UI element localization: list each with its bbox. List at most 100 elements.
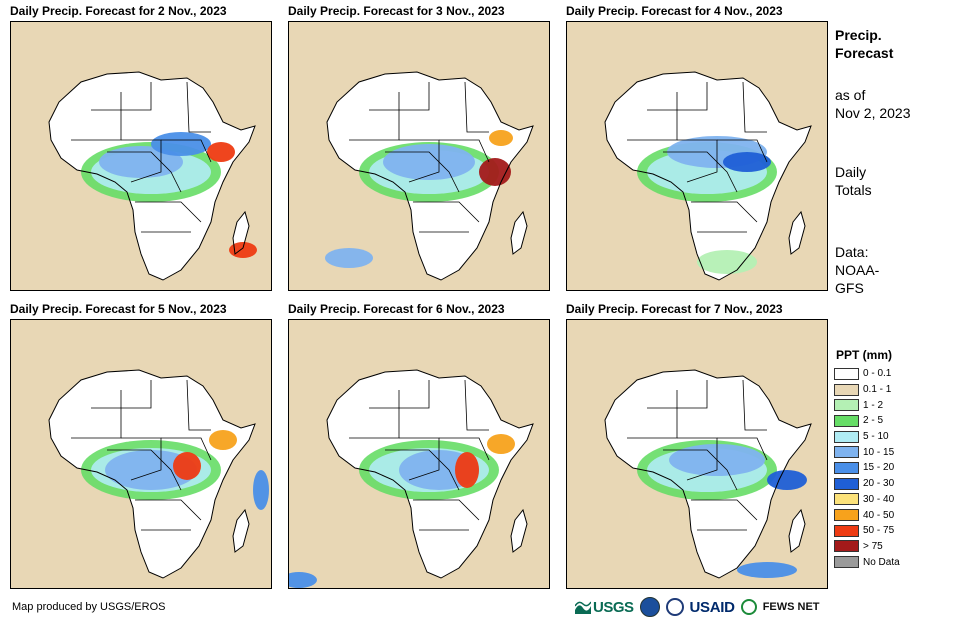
country-border — [717, 139, 768, 163]
madagascar-coastline — [510, 210, 528, 255]
country-border — [135, 201, 202, 223]
africa-map-graphic — [567, 22, 827, 290]
country-border — [399, 437, 440, 481]
country-border — [663, 449, 738, 491]
asof-label: as of — [835, 87, 866, 103]
country-border — [742, 379, 767, 431]
legend-label: 15 - 20 — [863, 462, 895, 474]
heading-line: Forecast — [835, 45, 894, 61]
country-border — [399, 139, 440, 183]
rain-cell — [99, 146, 183, 178]
legend-item: 0 - 0.1 — [834, 366, 904, 382]
legend-title: PPT (mm) — [836, 348, 893, 362]
country-border — [121, 437, 162, 481]
panel-title: Daily Precip. Forecast for 2 Nov., 2023 — [10, 4, 227, 18]
usgs-logo: USGS — [575, 599, 634, 616]
country-border — [677, 139, 718, 183]
coastline — [48, 71, 256, 281]
country-border — [186, 379, 211, 431]
precip-map — [10, 319, 272, 589]
fews-net-logo: FEWS NET — [762, 601, 820, 613]
rain-cell — [487, 434, 515, 454]
as-of-date: as of Nov 2, 2023 — [835, 86, 911, 122]
legend-label: 50 - 75 — [863, 525, 895, 537]
precip-map — [288, 21, 550, 291]
panel-title: Daily Precip. Forecast for 4 Nov., 2023 — [566, 4, 783, 18]
rain-cell — [383, 144, 475, 180]
rain-cell — [723, 152, 771, 172]
country-border — [161, 437, 212, 461]
legend-swatch — [834, 477, 859, 490]
country-border — [135, 499, 202, 521]
rain-cell — [173, 452, 201, 480]
legend-item: > 75 — [834, 539, 904, 555]
panel-title: Daily Precip. Forecast for 3 Nov., 2023 — [288, 4, 505, 18]
forecast-panel-nov-2: Daily Precip. Forecast for 2 Nov., 2023 — [10, 4, 272, 292]
africa-map-graphic — [11, 320, 271, 588]
usgs-wave-icon — [575, 601, 591, 614]
legend-swatch — [834, 446, 859, 459]
legend-label: 40 - 50 — [863, 509, 895, 521]
precip-map — [288, 319, 550, 589]
coastline — [326, 369, 534, 579]
rain-cell — [105, 450, 197, 490]
legend-item: 50 - 75 — [834, 523, 904, 539]
forecast-panel-nov-5: Daily Precip. Forecast for 5 Nov., 2023 — [10, 302, 272, 590]
usaid-seal-icon — [665, 598, 684, 616]
country-border — [464, 379, 489, 431]
country-border — [186, 81, 211, 133]
legend-swatch — [834, 367, 859, 380]
africa-map-graphic — [11, 22, 271, 290]
legend-swatch — [834, 383, 859, 396]
country-border — [742, 81, 767, 133]
panel-title: Daily Precip. Forecast for 7 Nov., 2023 — [566, 302, 783, 316]
legend-label: 0 - 0.1 — [863, 368, 892, 380]
country-border — [717, 437, 768, 461]
rain-cell — [209, 430, 237, 450]
country-border — [107, 449, 182, 491]
legend-label: 30 - 40 — [863, 493, 895, 505]
country-border — [439, 139, 490, 163]
precip-map — [10, 21, 272, 291]
madagascar-coastline — [788, 210, 806, 255]
usaid-logo: USAID — [689, 598, 735, 616]
country-border — [369, 92, 400, 111]
totals-note: Daily Totals — [835, 163, 872, 199]
country-border — [677, 437, 718, 481]
forecast-panel-nov-4: Daily Precip. Forecast for 4 Nov., 2023 — [566, 4, 828, 292]
country-border — [464, 81, 489, 133]
country-border — [691, 201, 758, 223]
rain-cell — [229, 242, 257, 258]
country-border — [91, 390, 122, 409]
rain-cell — [289, 572, 317, 588]
legend-label: 5 - 10 — [863, 431, 889, 443]
legend-swatch — [834, 524, 859, 537]
legend-swatch — [834, 509, 859, 522]
coastline — [604, 71, 812, 281]
africa-map-graphic — [567, 320, 827, 588]
legend-item: 1 - 2 — [834, 397, 904, 413]
legend-item: 2 - 5 — [834, 413, 904, 429]
legend-item: 5 - 10 — [834, 429, 904, 445]
panel-title: Daily Precip. Forecast for 5 Nov., 2023 — [10, 302, 227, 316]
legend-swatch — [834, 461, 859, 474]
coastline — [604, 369, 812, 579]
legend-swatch — [834, 414, 859, 427]
footer-credit: Map produced by USGS/EROS — [12, 601, 166, 613]
country-border — [647, 92, 678, 111]
rain-cell — [737, 562, 797, 578]
data-source: Data: NOAA- GFS — [835, 243, 879, 297]
forecast-panel-nov-3: Daily Precip. Forecast for 3 Nov., 2023 — [288, 4, 550, 292]
rain-cell — [455, 452, 479, 488]
country-border — [413, 201, 480, 223]
heading-line: Precip. — [835, 27, 882, 43]
legend-item: 20 - 30 — [834, 476, 904, 492]
legend-label: 20 - 30 — [863, 478, 895, 490]
legend-swatch — [834, 399, 859, 412]
legend-swatch — [834, 540, 859, 553]
forecast-panel-nov-6: Daily Precip. Forecast for 6 Nov., 2023 — [288, 302, 550, 590]
totals-line: Daily — [835, 164, 867, 180]
country-border — [121, 139, 162, 183]
noaa-seal-icon — [639, 597, 660, 617]
legend-item: No Data — [834, 554, 904, 570]
